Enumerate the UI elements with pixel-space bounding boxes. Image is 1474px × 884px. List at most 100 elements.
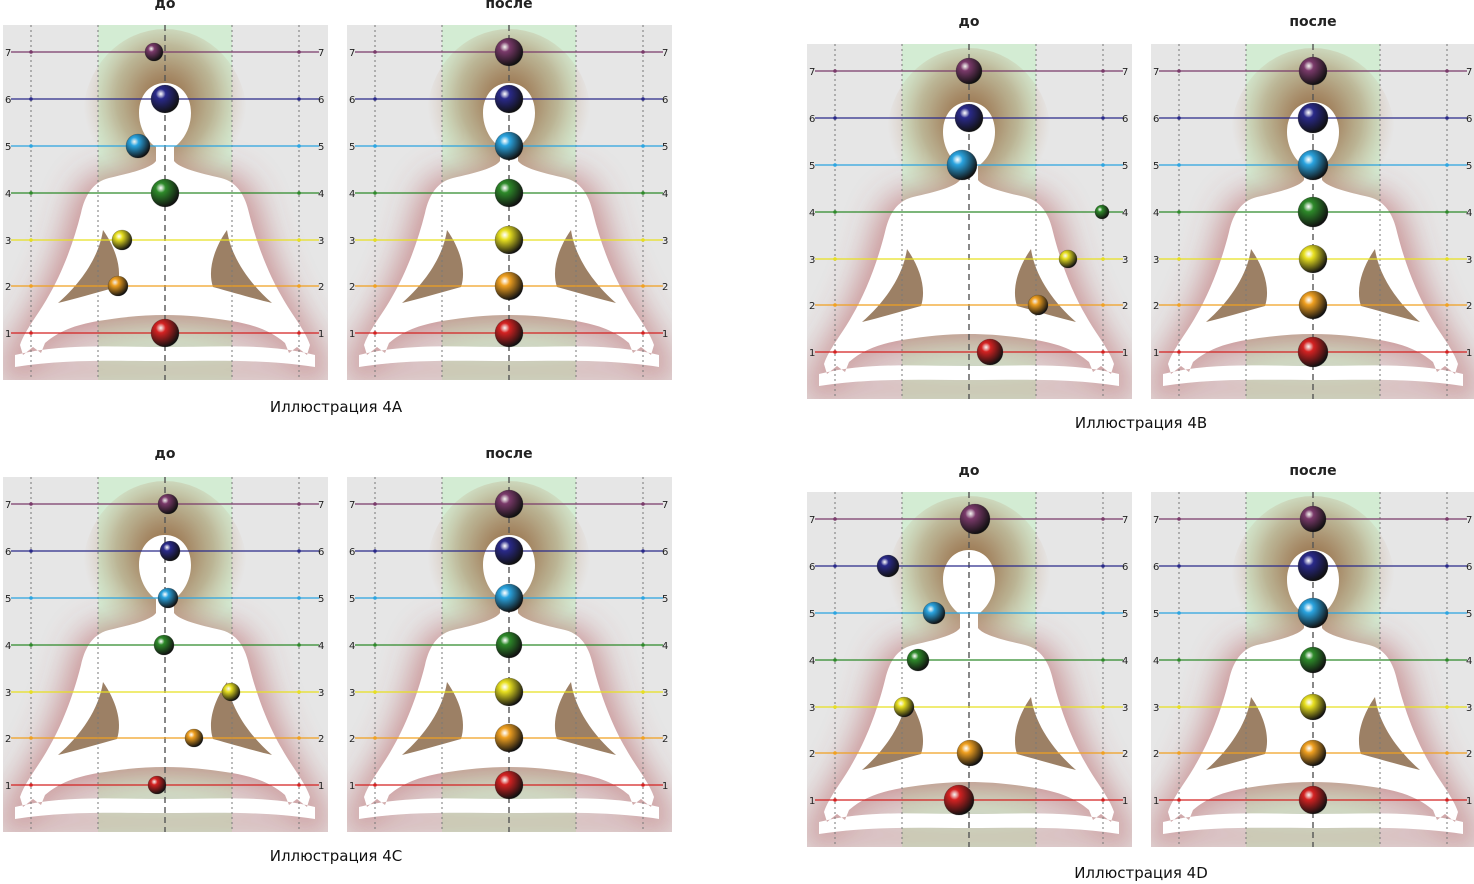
level-label-right: 2 (662, 282, 668, 293)
level-label-right: 4 (318, 189, 324, 200)
level-tick (1445, 350, 1449, 354)
level-label-left: 2 (349, 734, 355, 745)
level-tick (641, 97, 645, 101)
arm-gap-left (402, 230, 464, 303)
level-label-right: 3 (1122, 703, 1128, 714)
level-label-left: 7 (809, 515, 815, 526)
level-label-left: 4 (809, 208, 815, 219)
chakra-4-marker (1297, 196, 1329, 228)
chakra-5-marker (946, 149, 978, 181)
level-tick (373, 549, 377, 553)
level-tick (833, 69, 837, 73)
level-tick (29, 783, 33, 787)
level-label-right: 4 (662, 189, 668, 200)
level-label-right: 1 (1122, 796, 1128, 807)
level-label-right: 5 (1122, 609, 1128, 620)
level-label-right: 1 (1466, 348, 1472, 359)
level-tick (641, 783, 645, 787)
level-label-left: 7 (349, 48, 355, 59)
arm-gap-right (554, 230, 616, 303)
chakra-diagram: 1 1 2 2 3 3 4 4 5 5 6 6 7 7 (1151, 44, 1474, 399)
level-label-left: 4 (809, 656, 815, 667)
level-label-right: 2 (318, 734, 324, 745)
level-label-right: 6 (662, 547, 668, 558)
level-tick (29, 191, 33, 195)
level-label-left: 1 (5, 781, 11, 792)
level-tick (373, 50, 377, 54)
chakra-2-marker (1027, 294, 1049, 316)
level-label-left: 5 (809, 609, 815, 620)
label-before-4b: до (958, 14, 980, 30)
level-label-left: 5 (349, 142, 355, 153)
chakra-3-marker (494, 225, 524, 255)
level-label-left: 4 (5, 189, 11, 200)
level-label-right: 3 (1122, 255, 1128, 266)
level-label-right: 1 (662, 781, 668, 792)
level-tick (373, 191, 377, 195)
chakra-6-marker (494, 84, 524, 114)
level-tick (373, 736, 377, 740)
level-tick (373, 596, 377, 600)
level-label-right: 7 (662, 500, 668, 511)
level-tick (833, 303, 837, 307)
level-label-left: 6 (809, 114, 815, 125)
chart-panel-4c-before: 1 1 2 2 3 3 4 4 5 5 6 6 7 7 (3, 477, 328, 832)
level-tick (1177, 303, 1181, 307)
label-after-4a: после (485, 0, 533, 12)
level-label-right: 5 (318, 594, 324, 605)
level-label-left: 4 (5, 641, 11, 652)
chakra-2-marker (1299, 739, 1327, 767)
chakra-6-marker (954, 103, 984, 133)
chakra-3-marker (111, 229, 133, 251)
arm-gap-left (1206, 249, 1268, 322)
chakra-3-marker (221, 682, 241, 702)
level-label-right: 6 (1122, 114, 1128, 125)
arm-gap-left (58, 682, 120, 755)
level-tick (297, 284, 301, 288)
level-label-right: 3 (318, 236, 324, 247)
level-label-right: 6 (1466, 114, 1472, 125)
chakra-1-marker (976, 338, 1004, 366)
level-tick (1101, 517, 1105, 521)
chakra-6-marker (150, 84, 180, 114)
level-tick (1177, 798, 1181, 802)
chart-panel-4a-before: 1 1 2 2 3 3 4 4 5 5 6 6 7 7 (3, 25, 328, 380)
chakra-3-marker (494, 677, 524, 707)
level-label-right: 1 (1466, 796, 1472, 807)
level-label-left: 1 (5, 329, 11, 340)
arm-gap-left (862, 249, 924, 322)
level-label-left: 1 (1153, 796, 1159, 807)
level-tick (1445, 564, 1449, 568)
level-label-left: 2 (809, 749, 815, 760)
level-label-left: 3 (349, 688, 355, 699)
level-label-left: 3 (809, 703, 815, 714)
caption-4c: Иллюстрация 4C (269, 847, 403, 865)
level-label-left: 6 (1153, 562, 1159, 573)
level-tick (641, 736, 645, 740)
level-label-right: 2 (662, 734, 668, 745)
chakra-7-marker (1298, 56, 1328, 86)
level-label-left: 1 (809, 796, 815, 807)
chakra-6-marker (876, 554, 900, 578)
level-tick (29, 331, 33, 335)
level-tick (29, 643, 33, 647)
level-label-left: 5 (5, 142, 11, 153)
level-label-left: 7 (809, 67, 815, 78)
level-label-right: 2 (1122, 301, 1128, 312)
level-label-right: 2 (1466, 749, 1472, 760)
level-tick (29, 549, 33, 553)
level-tick (1101, 798, 1105, 802)
level-label-right: 3 (662, 236, 668, 247)
level-tick (1445, 611, 1449, 615)
level-tick (833, 257, 837, 261)
level-tick (1177, 658, 1181, 662)
level-tick (373, 690, 377, 694)
level-label-right: 6 (662, 95, 668, 106)
level-label-left: 2 (1153, 749, 1159, 760)
chakra-2-marker (494, 723, 524, 753)
level-label-left: 7 (349, 500, 355, 511)
level-tick (833, 658, 837, 662)
level-label-right: 7 (662, 48, 668, 59)
level-label-left: 3 (1153, 255, 1159, 266)
level-label-left: 6 (349, 547, 355, 558)
